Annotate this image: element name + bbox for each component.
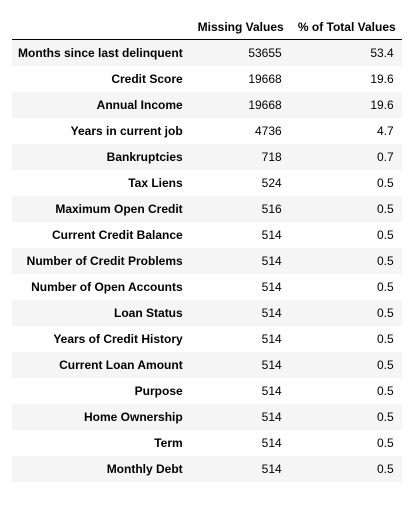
row-label: Months since last delinquent — [18, 46, 183, 60]
percent-total-cell: 0.5 — [377, 332, 394, 346]
row-label: Number of Credit Problems — [26, 254, 183, 268]
row-label: Years in current job — [70, 124, 183, 138]
missing-values-cell: 514 — [261, 306, 282, 320]
row-label: Annual Income — [96, 98, 183, 112]
missing-values-cell: 53655 — [248, 46, 282, 60]
missing-values-cell: 19668 — [248, 98, 282, 112]
row-label: Current Loan Amount — [59, 358, 183, 372]
percent-total-cell: 0.5 — [377, 280, 394, 294]
index-header — [12, 15, 191, 40]
percent-total-cell: 19.6 — [370, 98, 394, 112]
row-label: Number of Open Accounts — [31, 280, 183, 294]
table-row: Annual Income 19668 19.6 — [12, 92, 402, 118]
percent-total-cell: 0.7 — [377, 150, 394, 164]
table-row: Current Credit Balance 514 0.5 — [12, 222, 402, 248]
missing-values-cell: 514 — [261, 462, 282, 476]
missing-values-cell: 514 — [261, 332, 282, 346]
missing-values-cell: 514 — [261, 384, 282, 398]
row-label: Maximum Open Credit — [55, 202, 183, 216]
table-row: Current Loan Amount 514 0.5 — [12, 352, 402, 378]
percent-total-cell: 0.5 — [377, 202, 394, 216]
row-label: Credit Score — [111, 72, 183, 86]
percent-total-cell: 0.5 — [377, 306, 394, 320]
header-row: Missing Values % of Total Values — [12, 15, 402, 40]
table-row: Home Ownership 514 0.5 — [12, 404, 402, 430]
missing-values-cell: 524 — [261, 176, 282, 190]
row-label: Term — [154, 436, 183, 450]
table-row: Tax Liens 524 0.5 — [12, 170, 402, 196]
missing-values-cell: 514 — [261, 254, 282, 268]
missing-values-cell: 514 — [261, 410, 282, 424]
missing-values-table: Missing Values % of Total Values Months … — [12, 15, 402, 482]
table-row: Months since last delinquent 53655 53.4 — [12, 39, 402, 66]
percent-total-cell: 0.5 — [377, 384, 394, 398]
table-row: Loan Status 514 0.5 — [12, 300, 402, 326]
percent-total-cell: 0.5 — [377, 410, 394, 424]
percent-total-cell: 19.6 — [370, 72, 394, 86]
missing-values-cell: 718 — [261, 150, 282, 164]
table-row: Credit Score 19668 19.6 — [12, 66, 402, 92]
table-row: Years in current job 4736 4.7 — [12, 118, 402, 144]
missing-values-cell: 514 — [261, 228, 282, 242]
percent-total-header: % of Total Values — [297, 20, 396, 34]
table-body: Months since last delinquent 53655 53.4 Cre… — [12, 39, 402, 482]
row-label: Purpose — [134, 384, 183, 398]
percent-total-cell: 0.5 — [377, 254, 394, 268]
row-label: Home Ownership — [84, 410, 183, 424]
row-label: Current Credit Balance — [51, 228, 183, 242]
row-label: Monthly Debt — [106, 462, 183, 476]
table-row: Bankruptcies 718 0.7 — [12, 144, 402, 170]
table-row: Number of Open Accounts 514 0.5 — [12, 274, 402, 300]
percent-total-cell: 4.7 — [377, 124, 394, 138]
table-header: Missing Values % of Total Values — [12, 15, 402, 40]
percent-total-cell: 0.5 — [377, 462, 394, 476]
percent-total-cell: 0.5 — [377, 228, 394, 242]
missing-values-cell: 514 — [261, 358, 282, 372]
missing-values-cell: 514 — [261, 280, 282, 294]
table-row: Monthly Debt 514 0.5 — [12, 456, 402, 482]
missing-values-cell: 514 — [261, 436, 282, 450]
percent-total-cell: 0.5 — [377, 358, 394, 372]
table-row: Term 514 0.5 — [12, 430, 402, 456]
row-label: Bankruptcies — [106, 150, 183, 164]
row-label: Loan Status — [114, 306, 183, 320]
row-label: Tax Liens — [128, 176, 183, 190]
table-row: Years of Credit History 514 0.5 — [12, 326, 402, 352]
missing-values-cell: 516 — [261, 202, 282, 216]
percent-total-cell: 0.5 — [377, 176, 394, 190]
table-row: Maximum Open Credit 516 0.5 — [12, 196, 402, 222]
missing-values-cell: 19668 — [248, 72, 282, 86]
percent-total-cell: 0.5 — [377, 436, 394, 450]
table-row: Purpose 514 0.5 — [12, 378, 402, 404]
percent-total-cell: 53.4 — [370, 46, 394, 60]
table-row: Number of Credit Problems 514 0.5 — [12, 248, 402, 274]
missing-values-cell: 4736 — [254, 124, 282, 138]
missing-values-table-container: Missing Values % of Total Values Months … — [12, 15, 402, 482]
missing-values-header: Missing Values — [197, 20, 284, 34]
row-label: Years of Credit History — [53, 332, 183, 346]
